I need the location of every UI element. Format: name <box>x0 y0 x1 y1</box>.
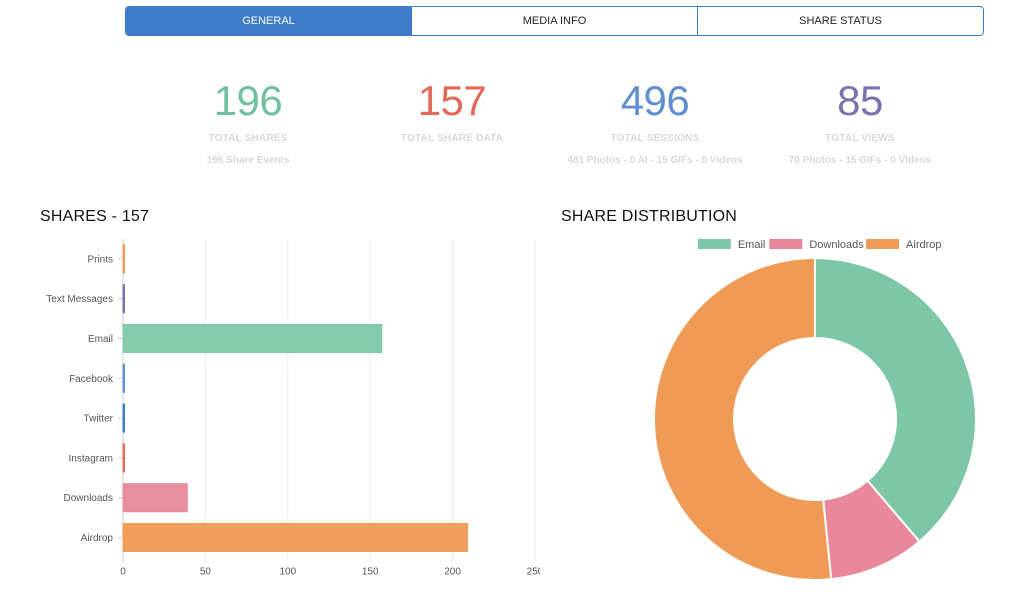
stat-label: TOTAL SHARES <box>208 133 288 144</box>
stat-total-shares: 196 TOTAL SHARES 196 Share Events <box>148 77 348 167</box>
stat-sub: 70 Photos - 15 GIFs - 0 Videos <box>788 155 932 166</box>
tab-media-info[interactable]: MEDIA INFO <box>411 7 697 35</box>
stat-value: 196 <box>213 77 283 124</box>
stat-label: TOTAL VIEWS <box>825 133 895 144</box>
stat-label: TOTAL SESSIONS <box>610 133 700 144</box>
tab-general[interactable]: GENERAL <box>126 7 411 35</box>
y-category-label: Downloads <box>64 493 113 504</box>
y-category-label: Text Messages <box>46 294 113 305</box>
tab-share-status[interactable]: SHARE STATUS <box>697 7 983 35</box>
stat-sub: 481 Photos - 0 AI - 15 GIFs - 0 Videos <box>567 155 743 166</box>
y-category-label: Twitter <box>84 414 114 425</box>
stat-value: 157 <box>417 77 487 124</box>
stat-value: 85 <box>837 77 883 124</box>
bar <box>122 483 188 513</box>
y-category-label: Email <box>88 334 113 345</box>
stat-total-views: 85 TOTAL VIEWS 70 Photos - 15 GIFs - 0 V… <box>760 77 960 167</box>
donut-slice <box>653 256 833 581</box>
legend-label: Downloads <box>809 239 864 251</box>
bar <box>122 363 125 393</box>
y-category-label: Facebook <box>69 374 114 385</box>
bar <box>122 523 468 552</box>
bar <box>122 443 125 473</box>
donut-slice <box>814 256 977 543</box>
stat-total-share-data: 157 TOTAL SHARE DATA <box>352 78 552 155</box>
y-category-label: Instagram <box>69 453 113 464</box>
pie-chart-title: SHARE DISTRIBUTION <box>561 208 738 225</box>
x-tick-label: 0 <box>120 566 126 577</box>
bar <box>122 284 125 314</box>
stat-total-sessions: 496 TOTAL SESSIONS 481 Photos - 0 AI - 1… <box>555 77 755 167</box>
bar <box>122 324 383 353</box>
tab-bar: GENERAL MEDIA INFO SHARE STATUS <box>125 6 984 36</box>
bar <box>122 403 125 433</box>
legend-label: Email <box>738 239 766 251</box>
bar-chart-title: SHARES - 157 <box>40 208 150 225</box>
x-tick-label: 150 <box>362 566 379 577</box>
bar <box>122 244 125 274</box>
legend-swatch <box>697 239 731 249</box>
y-category-label: Prints <box>87 254 113 265</box>
legend-swatch <box>866 239 900 249</box>
bar-chart: 0 50 100 150 200 250 Prints Text Messages Email F… <box>46 239 540 577</box>
stat-label: TOTAL SHARE DATA <box>400 133 504 144</box>
x-tick-label: 200 <box>444 566 461 577</box>
stat-value: 496 <box>620 77 690 124</box>
legend-label: Airdrop <box>906 239 941 251</box>
legend-swatch <box>769 239 803 249</box>
x-tick-label: 250 <box>527 566 540 577</box>
y-category-label: Airdrop <box>81 533 114 544</box>
stat-sub: 196 Share Events <box>206 155 290 166</box>
x-tick-label: 100 <box>279 566 296 577</box>
x-tick-label: 50 <box>200 566 212 577</box>
donut-chart: Email Downloads Airdrop <box>653 239 977 581</box>
